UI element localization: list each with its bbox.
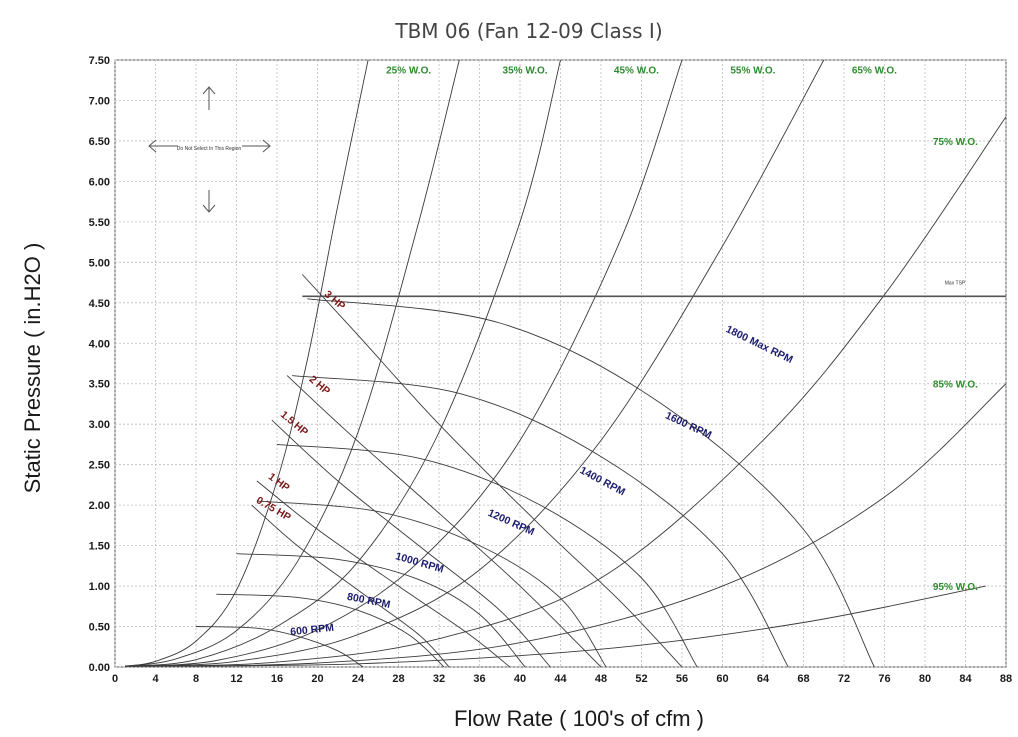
hp-curve [251,504,450,667]
hp-curve [301,274,683,667]
wide-open-label: 55% W.O. [730,66,775,77]
y-tick-label: 2.50 [89,460,110,472]
rpm-curve [307,298,875,667]
plot-frame [114,59,1007,668]
y-tick-label: 1.00 [89,581,110,593]
y-axis-label: Static Pressure ( in.H2O ) [20,243,45,494]
x-tick-label: 64 [757,673,770,685]
x-tick-label: 56 [676,673,688,685]
wide-open-curve [125,60,460,667]
chart-title: TBM 06 (Fan 12-09 Class I) [394,19,662,43]
x-tick-label: 28 [392,673,404,685]
y-tick-label: 4.50 [89,298,110,310]
y-tick-label: 5.00 [89,257,110,269]
y-tick-label: 7.00 [89,95,110,107]
wide-open-label: 75% W.O. [933,137,978,148]
max-tsp-label: Max TSP [945,280,966,286]
wide-open-label: 35% W.O. [503,66,548,77]
rpm-curve [216,593,445,667]
x-tick-label: 60 [716,673,728,685]
wide-open-label: 25% W.O. [386,66,431,77]
rpm-curve [236,553,526,667]
do-not-select-text: Do Not Select In This Region [177,146,242,152]
x-tick-label: 12 [230,673,242,685]
y-tick-label: 7.50 [89,55,110,67]
wide-open-curve [125,585,986,667]
x-tick-label: 48 [595,673,607,685]
x-tick-label: 76 [878,673,890,685]
x-tick-label: 84 [959,673,972,685]
rpm-curve [256,500,607,667]
hp-curve [271,419,551,667]
x-axis-label: Flow Rate ( 100's of cfm ) [454,706,704,731]
y-tick-label: 3.50 [89,379,110,391]
arrow-right-icon [242,139,271,153]
plot-area [114,59,1007,668]
rpm-curve [276,443,698,667]
x-tick-label: 32 [433,673,445,685]
x-tick-label: 40 [514,673,526,685]
x-tick-label: 44 [554,673,567,685]
x-tick-label: 80 [919,673,931,685]
arrow-up-icon [202,86,216,110]
x-tick-label: 68 [797,673,809,685]
y-tick-label: 6.00 [89,176,110,188]
x-tick-label: 36 [473,673,485,685]
wide-open-curve [125,383,1006,667]
x-tick-label: 72 [838,673,850,685]
arrow-down-icon [202,190,216,213]
y-tick-label: 0.00 [89,662,110,674]
x-tick-label: 24 [352,673,365,685]
grid [114,59,1007,668]
rpm-curve [195,626,364,667]
wide-open-label: 65% W.O. [852,66,897,77]
wide-open-label: 85% W.O. [933,380,978,391]
y-tick-label: 3.00 [89,419,110,431]
y-tick-label: 2.00 [89,500,110,512]
y-tick-label: 1.50 [89,541,110,553]
wide-open-curve [125,60,825,667]
wide-open-curve [125,60,561,667]
x-tick-label: 52 [635,673,647,685]
axis-ticks: 0 4 8 12 16 20 24 28 32 36 40 44 48 52 56 60 64 68 72 76 80 8… [89,55,1013,685]
curves [125,60,1006,667]
wide-open-label: 95% W.O. [933,582,978,593]
x-tick-label: 8 [193,673,199,685]
y-tick-label: 5.50 [89,217,110,229]
x-tick-label: 0 [112,673,118,685]
y-tick-label: 0.50 [89,622,110,634]
y-tick-label: 4.00 [89,338,110,350]
hp-curve [286,375,602,667]
x-tick-label: 16 [271,673,283,685]
rpm-label: 600 RPM [290,622,335,639]
x-tick-label: 4 [152,673,159,685]
curve-group [125,60,1006,667]
wide-open-label: 45% W.O. [614,66,659,77]
arrow-left-icon [148,139,178,153]
wide-open-curve [125,60,683,667]
y-tick-label: 6.50 [89,136,110,148]
hp-curve [256,480,511,667]
wide-open-curve [125,60,369,667]
x-tick-label: 20 [311,673,323,685]
do-not-select-region-note: Do Not Select In This Region [148,86,271,213]
wide-open-curve [125,116,1006,667]
x-tick-label: 88 [1000,673,1012,685]
